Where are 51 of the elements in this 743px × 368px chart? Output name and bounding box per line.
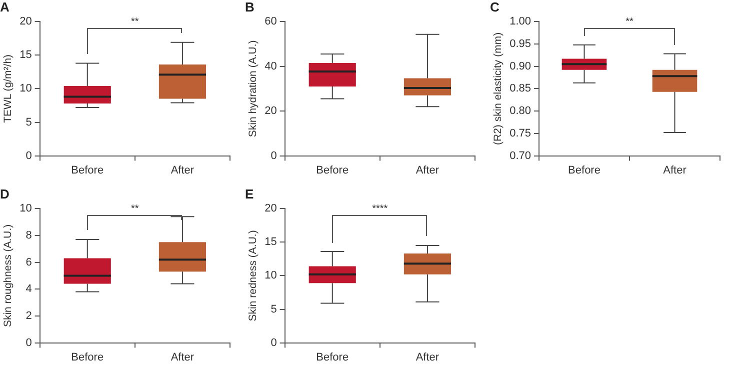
chart-title: D: [0, 186, 10, 202]
chart-title: E: [245, 186, 254, 202]
y-tick-label: 40: [264, 60, 277, 72]
y-tick-label: 1.00: [510, 16, 532, 28]
y-tick-label: 0.95: [510, 38, 532, 50]
y-tick-label: 0.70: [510, 150, 532, 162]
y-tick-label: 4: [26, 283, 32, 296]
y-tick-label: 15: [20, 49, 32, 62]
y-tick-label: 10: [20, 82, 32, 95]
x-tick-label: Before: [71, 351, 104, 364]
y-tick-label: 20: [264, 202, 277, 215]
x-tick-label: After: [170, 351, 194, 364]
x-tick-label: Before: [568, 164, 600, 176]
annotation: **: [131, 16, 139, 28]
y-tick-label: 0: [26, 150, 32, 162]
annotation: **: [626, 16, 634, 28]
y-tick-label: 0: [270, 336, 277, 349]
x-tick-label: Before: [71, 164, 104, 176]
y-axis-title: Skin hydration (A.U.): [247, 40, 260, 138]
x-tick-label: After: [416, 351, 440, 364]
y-tick-label: 0: [26, 336, 32, 349]
y-tick-label: 0.90: [510, 60, 532, 72]
y-tick-label: 6: [26, 256, 32, 268]
x-tick-label: After: [663, 164, 687, 176]
x-tick-label: After: [170, 164, 194, 176]
y-tick-label: 5: [270, 303, 277, 316]
y-tick-label: 15: [264, 236, 277, 248]
y-tick-label: 0.75: [510, 127, 532, 140]
annotation: ****: [372, 203, 388, 214]
y-tick-label: 0.80: [510, 105, 532, 118]
y-axis-title: Skin roughness (A.U.): [2, 224, 14, 328]
annotation: **: [131, 203, 139, 214]
y-tick-label: 5: [26, 116, 32, 128]
x-tick-label: Before: [316, 351, 349, 364]
y-tick-label: 20: [20, 16, 32, 28]
y-axis-title: (R2) skin elasticity (mm): [492, 32, 504, 145]
y-tick-label: 2: [26, 310, 32, 322]
y-tick-label: 0.85: [510, 82, 532, 95]
y-axis-title: Skin redness (A.U.): [247, 230, 260, 322]
y-tick-label: 10: [20, 202, 32, 215]
y-tick-label: 8: [26, 229, 32, 242]
y-tick-label: 60: [264, 16, 277, 28]
y-tick-label: 10: [264, 270, 277, 282]
chart-title: B: [245, 0, 254, 14]
chart-title: A: [0, 0, 10, 14]
y-axis-title: TEWL (g/m²/h): [2, 54, 14, 123]
chart-title: C: [490, 0, 500, 14]
x-tick-label: Before: [316, 164, 349, 176]
x-tick-label: After: [416, 164, 440, 176]
y-tick-label: 0: [270, 150, 277, 162]
y-tick-label: 20: [264, 105, 277, 118]
